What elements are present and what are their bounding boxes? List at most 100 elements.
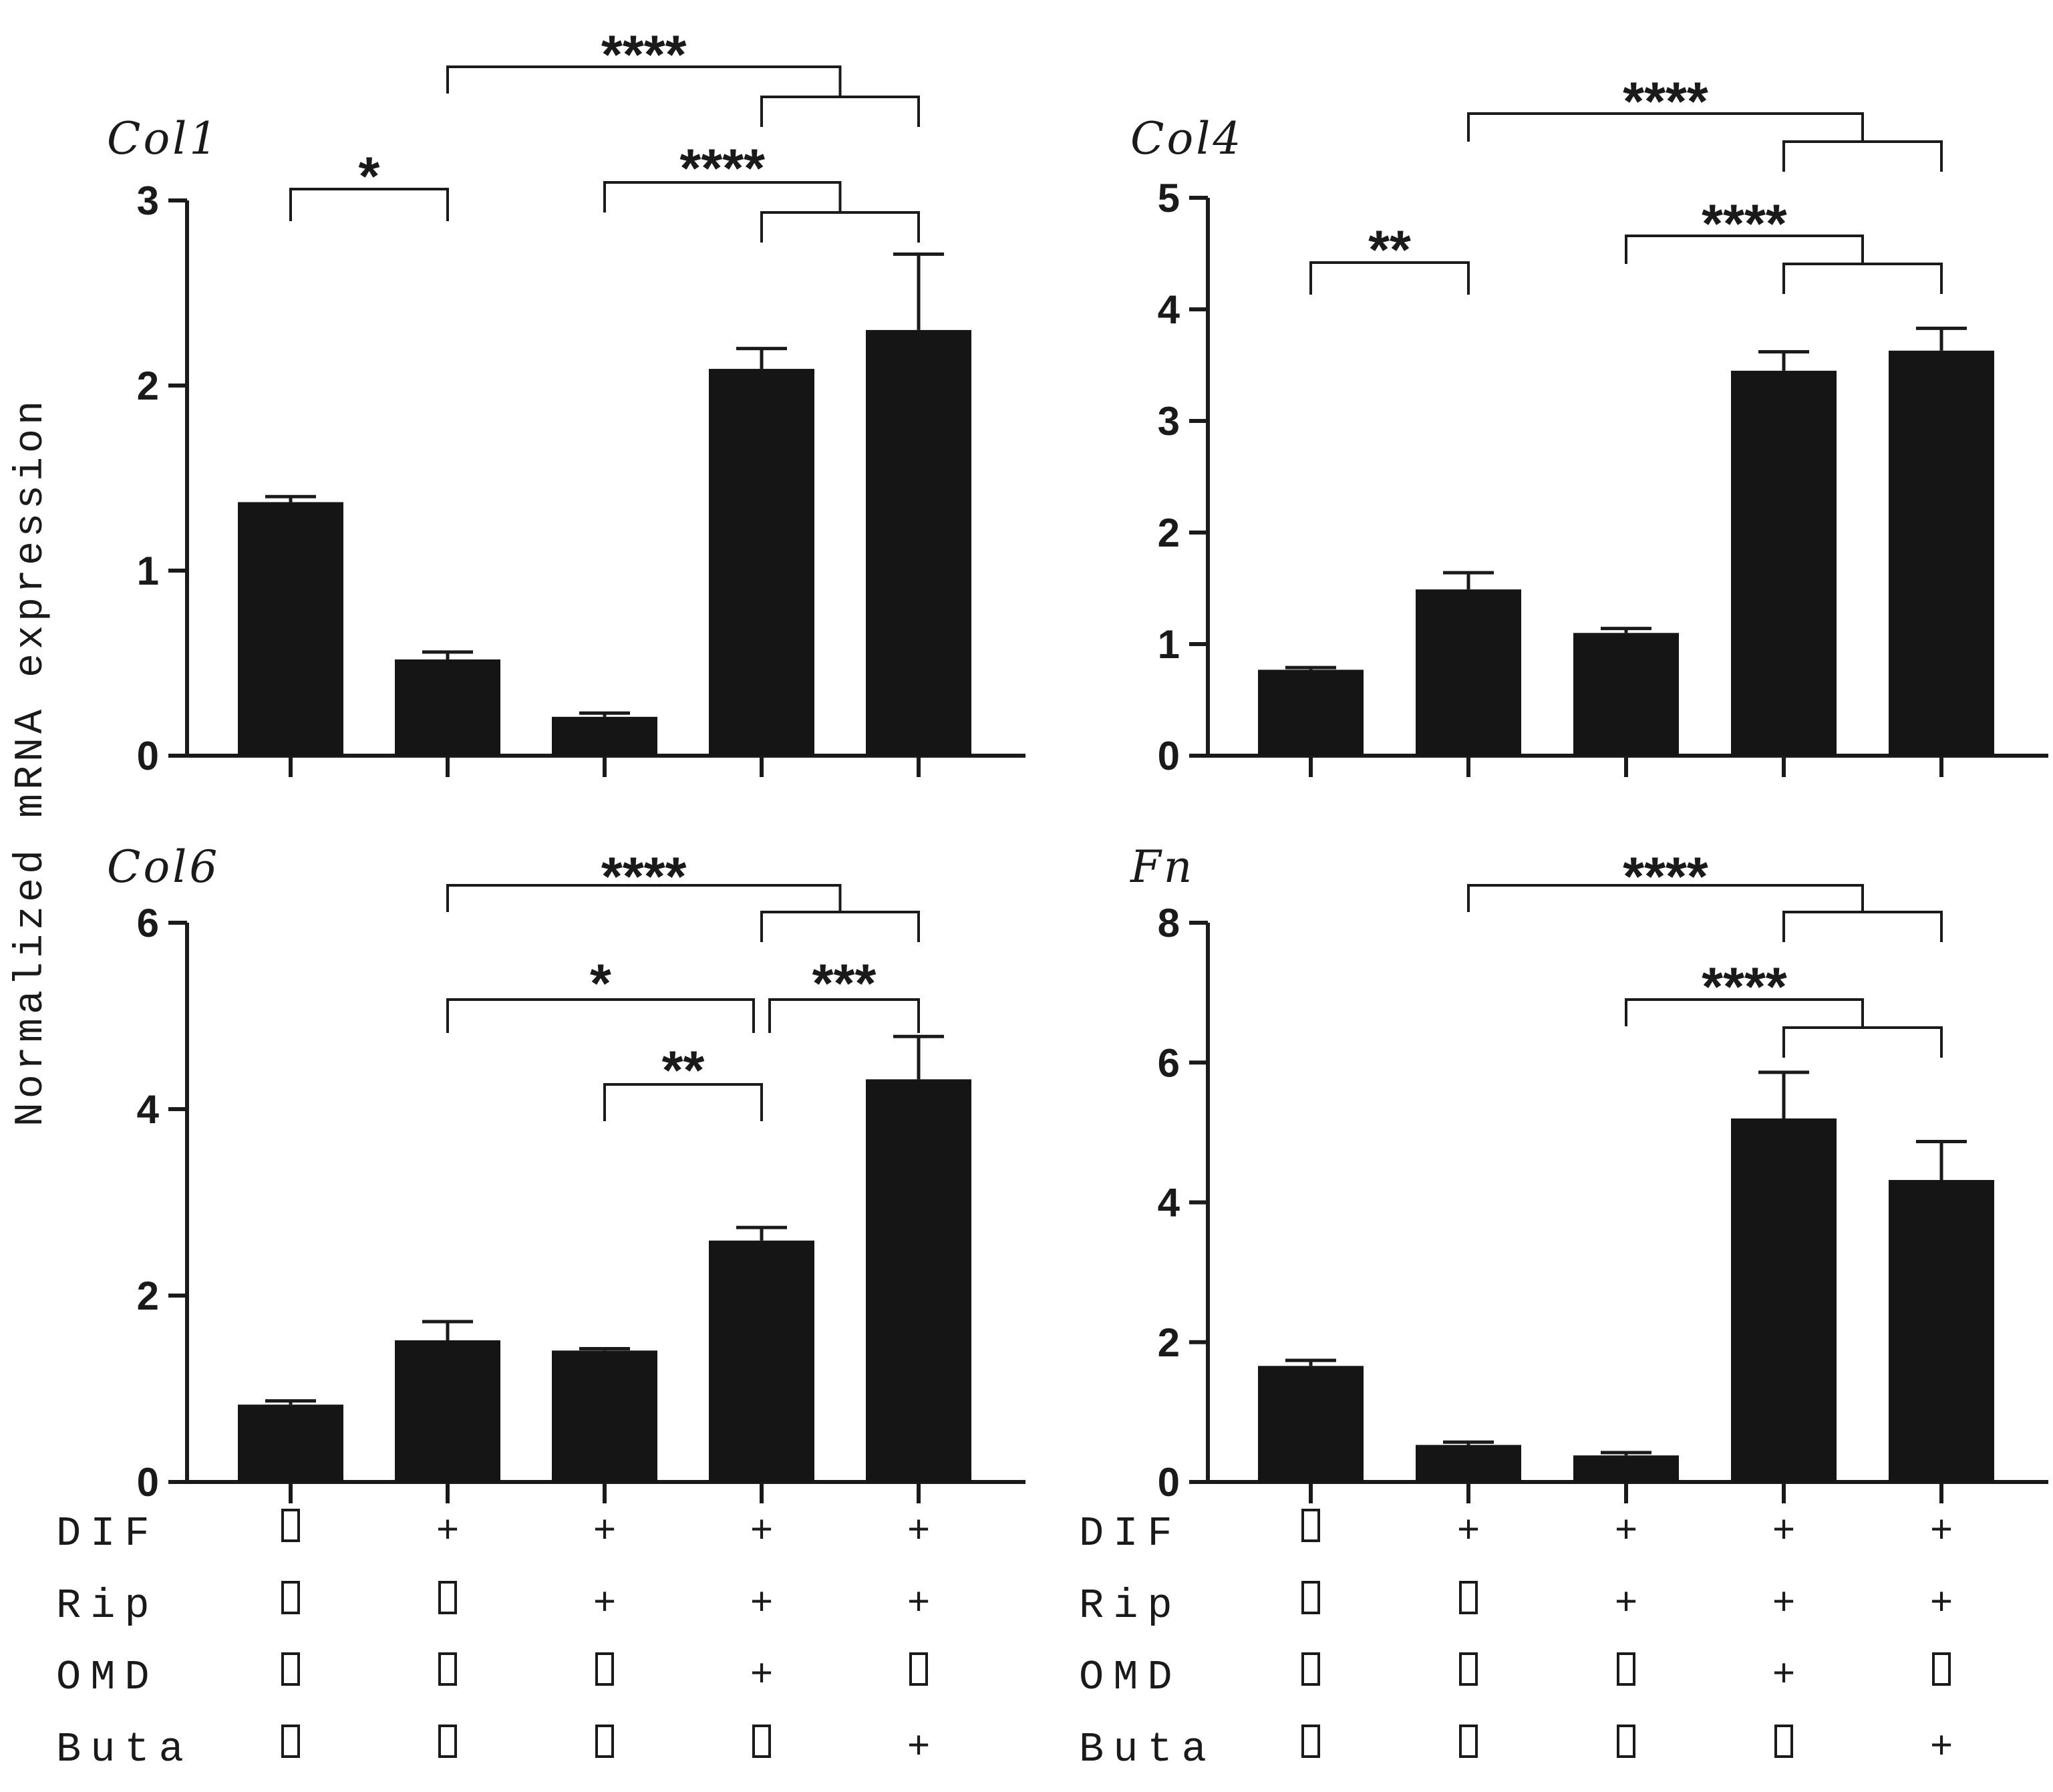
bar bbox=[1731, 370, 1837, 756]
significance-label: **** bbox=[1623, 71, 1708, 132]
treatment-row-label: Buta bbox=[1079, 1726, 1216, 1773]
treatment-table-block: DIF + + + + Rip + + + OMD + Buta + bbox=[1079, 1507, 1953, 1773]
panel-title: Col4 bbox=[1130, 113, 1243, 164]
y-axis-label: Normalized mRNA expression bbox=[9, 397, 54, 1127]
bar bbox=[1416, 1445, 1521, 1482]
minus-box-icon bbox=[1617, 1652, 1635, 1686]
significance-bracket: **** bbox=[1625, 194, 1943, 294]
significance-label: **** bbox=[601, 25, 687, 86]
bracket-line bbox=[760, 211, 920, 243]
y-tick-label: 8 bbox=[1158, 901, 1180, 945]
significance-bracket: **** bbox=[603, 138, 920, 243]
bracket-line bbox=[1782, 263, 1943, 294]
y-tick-label: 0 bbox=[137, 1460, 159, 1505]
minus-box-icon bbox=[438, 1725, 457, 1758]
plus-sign: + bbox=[907, 1723, 930, 1767]
bar bbox=[1573, 633, 1679, 756]
minus-box-icon bbox=[1459, 1652, 1478, 1686]
bracket-line bbox=[603, 1083, 763, 1121]
significance-bracket: * bbox=[446, 953, 755, 1033]
y-tick-label: 2 bbox=[1158, 1320, 1180, 1365]
plus-sign: + bbox=[1772, 1580, 1795, 1623]
bracket-line bbox=[1625, 998, 1864, 1028]
significance-label: **** bbox=[1702, 957, 1787, 1018]
bracket-line bbox=[1782, 911, 1943, 942]
minus-box-icon bbox=[1774, 1725, 1793, 1758]
plus-sign: + bbox=[750, 1651, 773, 1694]
minus-box-icon bbox=[1301, 1652, 1320, 1686]
significance-label: *** bbox=[812, 953, 877, 1014]
y-tick-label: 2 bbox=[137, 363, 159, 408]
treatment-table: DIF + + + + Rip + + + OMD + Buta + DIF + + + + Rip + + + OMD + B… bbox=[56, 1507, 1953, 1773]
y-tick-label: 4 bbox=[137, 1087, 160, 1132]
bar bbox=[238, 502, 343, 756]
y-tick-label: 2 bbox=[1158, 510, 1180, 555]
plus-sign: + bbox=[1930, 1507, 1953, 1551]
significance-bracket: ** bbox=[1309, 220, 1470, 295]
y-tick-label: 1 bbox=[137, 549, 159, 593]
bar bbox=[709, 1240, 814, 1482]
bar bbox=[552, 716, 657, 756]
bar bbox=[552, 1350, 657, 1482]
minus-box-icon bbox=[595, 1725, 614, 1758]
panel-title: Col6 bbox=[107, 841, 220, 893]
significance-label: ** bbox=[1368, 220, 1411, 281]
treatment-row-label: OMD bbox=[56, 1654, 159, 1701]
significance-bracket: **** bbox=[446, 847, 920, 942]
bar bbox=[866, 1079, 971, 1482]
plus-sign: + bbox=[1457, 1507, 1480, 1551]
significance-bracket: ** bbox=[603, 1040, 763, 1121]
minus-box-icon bbox=[595, 1652, 614, 1686]
significance-label: **** bbox=[1623, 847, 1708, 907]
significance-bracket: **** bbox=[446, 25, 920, 127]
bracket-line bbox=[446, 884, 842, 912]
minus-box-icon bbox=[1301, 1581, 1320, 1614]
bar bbox=[709, 369, 814, 756]
y-tick-label: 0 bbox=[1158, 1460, 1180, 1505]
minus-box-icon bbox=[438, 1581, 457, 1614]
plus-sign: + bbox=[750, 1580, 773, 1623]
bracket-line bbox=[289, 188, 449, 221]
treatment-row-label: Buta bbox=[56, 1726, 193, 1773]
significance-bracket: **** bbox=[1467, 71, 1943, 172]
minus-box-icon bbox=[281, 1581, 300, 1614]
bar bbox=[395, 659, 500, 756]
significance-label: ** bbox=[662, 1040, 705, 1101]
minus-box-icon bbox=[438, 1652, 457, 1686]
bracket-line bbox=[1625, 235, 1864, 264]
bar bbox=[1731, 1118, 1837, 1482]
plus-sign: + bbox=[1772, 1507, 1795, 1551]
bracket-line bbox=[446, 998, 755, 1033]
y-tick-label: 1 bbox=[1158, 622, 1180, 667]
minus-box-icon bbox=[1932, 1652, 1951, 1686]
minus-box-icon bbox=[1617, 1725, 1635, 1758]
bracket-line bbox=[1467, 884, 1864, 912]
significance-label: **** bbox=[601, 847, 687, 907]
plus-sign: + bbox=[1930, 1580, 1953, 1623]
minus-box-icon bbox=[1459, 1581, 1478, 1614]
chart-panel-fn: Fn 0 2 4 6 8 **** **** bbox=[1130, 841, 2048, 1505]
minus-box-icon bbox=[1301, 1725, 1320, 1758]
y-tick-label: 3 bbox=[1158, 399, 1180, 444]
treatment-row-label: DIF bbox=[56, 1510, 159, 1557]
bar bbox=[238, 1404, 343, 1482]
treatment-row-label: DIF bbox=[1079, 1510, 1182, 1557]
bar bbox=[1258, 1366, 1364, 1482]
bar bbox=[1889, 1180, 1994, 1482]
minus-box-icon bbox=[752, 1725, 771, 1758]
y-tick-label: 2 bbox=[137, 1274, 159, 1318]
bar bbox=[1258, 669, 1364, 756]
plus-sign: + bbox=[1772, 1651, 1795, 1694]
minus-box-icon bbox=[281, 1725, 300, 1758]
bar bbox=[395, 1340, 500, 1482]
y-tick-label: 6 bbox=[1158, 1040, 1180, 1085]
minus-box-icon bbox=[281, 1509, 300, 1542]
minus-box-icon bbox=[909, 1652, 928, 1686]
bracket-line bbox=[1309, 261, 1470, 295]
treatment-row-label: Rip bbox=[56, 1582, 159, 1630]
bracket-line bbox=[760, 96, 920, 127]
bracket-line bbox=[768, 998, 920, 1033]
